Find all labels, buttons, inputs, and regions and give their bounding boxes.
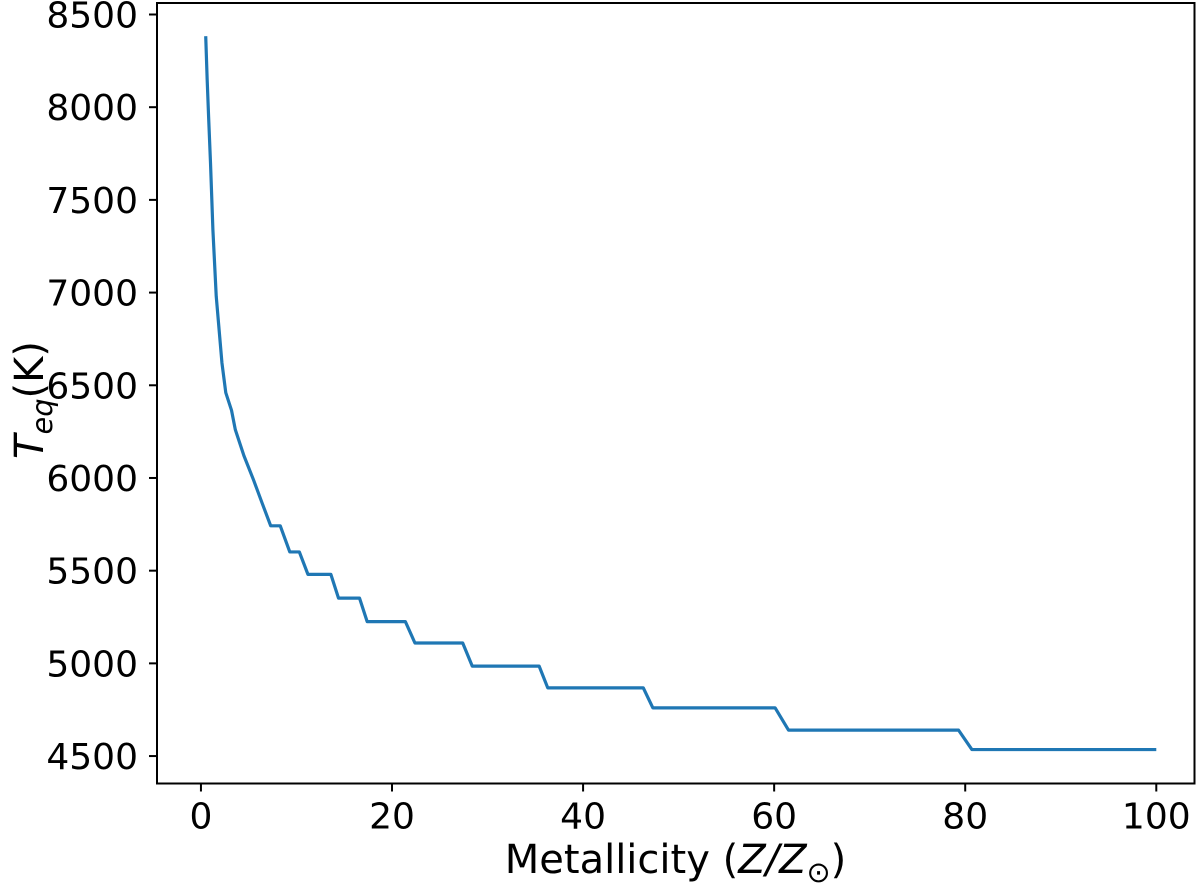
y-axis-label-subscript: eq [25, 398, 59, 435]
x-tick-label: 20 [369, 797, 415, 838]
y-tick-label: 5000 [46, 644, 138, 685]
data-line [204, 36, 1157, 752]
y-axis-label-unit: (K) [7, 341, 53, 399]
x-axis-label-close-paren: ) [830, 837, 847, 883]
sun-symbol-subscript: ⊙ [806, 855, 831, 885]
y-axis-label-variable: T [7, 434, 53, 459]
x-tick-label: 0 [189, 797, 212, 838]
x-axis-label: Metallicity (Z/Z⊙) [157, 837, 1194, 885]
y-tick-label: 4500 [46, 737, 138, 778]
x-tick-label: 100 [1122, 797, 1191, 838]
y-axis-label: Teq(K) [7, 341, 59, 459]
x-axis-label-text: Metallicity ( [504, 837, 739, 883]
y-tick-label: 6000 [46, 459, 138, 500]
x-axis-label-variable: Z/Z [738, 837, 807, 883]
y-tick-label: 7000 [46, 274, 138, 315]
x-tick-label: 60 [751, 797, 797, 838]
x-tick-label: 40 [560, 797, 606, 838]
y-tick-label: 7500 [46, 181, 138, 222]
x-tick-label: 80 [942, 797, 988, 838]
y-tick-label: 6500 [46, 366, 138, 407]
y-tick-label: 8500 [46, 0, 138, 36]
y-tick-label: 5500 [46, 552, 138, 593]
axes-frame [156, 2, 1196, 785]
y-tick-label: 8000 [46, 88, 138, 129]
